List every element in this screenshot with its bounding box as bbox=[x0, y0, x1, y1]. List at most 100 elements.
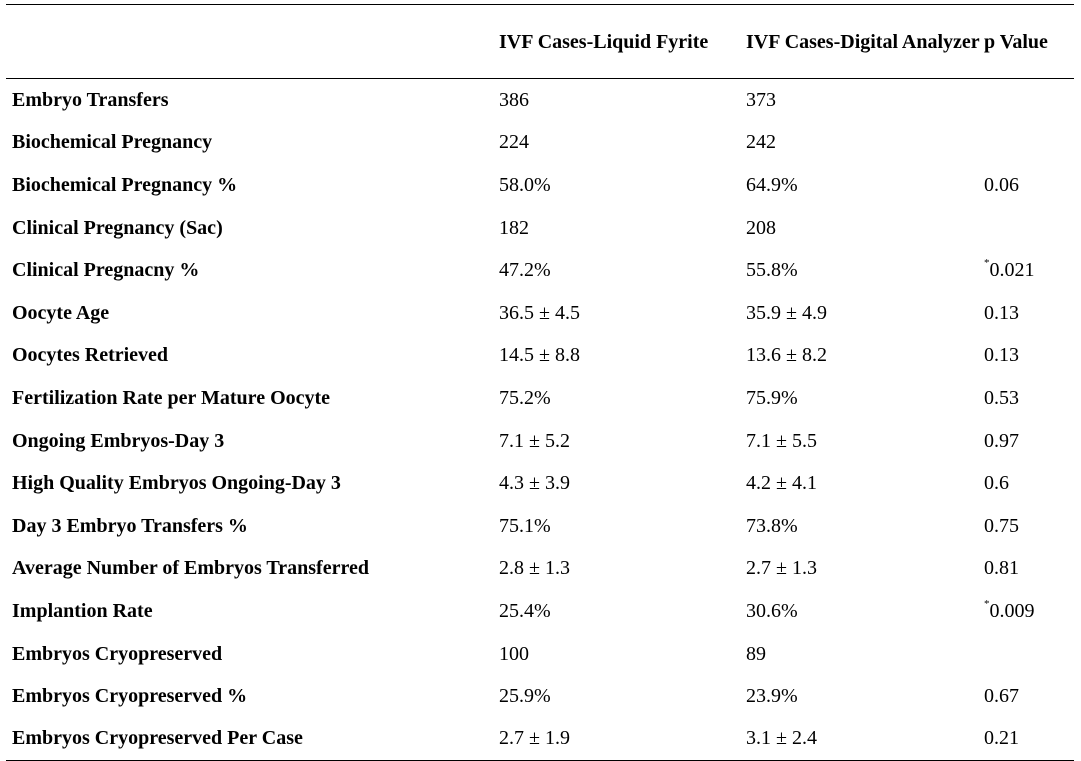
row-label: Biochemical Pregnancy bbox=[12, 131, 213, 154]
row-label: Average Number of Embryos Transferred bbox=[12, 557, 369, 580]
fyrite-value: 75.2% bbox=[499, 386, 551, 409]
table-row: Ongoing Embryos-Day 3 7.1 ± 5.2 7.1 ± 5.5 0… bbox=[6, 419, 1074, 462]
p-value: 0.97 bbox=[984, 429, 1019, 452]
table-row: High Quality Embryos Ongoing-Day 3 4.3 ± … bbox=[6, 462, 1074, 505]
fyrite-value: 7.1 ± 5.2 bbox=[499, 429, 570, 452]
table-row: Clinical Pregnancy (Sac) 182 208 bbox=[6, 206, 1074, 249]
p-value: 0.021 bbox=[989, 259, 1035, 282]
table-row: Fertilization Rate per Mature Oocyte 75.2… bbox=[6, 377, 1074, 420]
row-label: Embryos Cryopreserved bbox=[12, 642, 223, 665]
row-label: Embryo Transfers bbox=[12, 89, 169, 112]
header-digital-analyzer: IVF Cases-Digital Analyzer bbox=[746, 4, 984, 79]
digital-value: 3.1 ± 2.4 bbox=[746, 717, 984, 761]
digital-value: 23.9% bbox=[746, 685, 798, 708]
p-value-cell: 0.53 bbox=[984, 377, 1074, 420]
p-value: 0.53 bbox=[984, 386, 1019, 409]
p-value-cell bbox=[984, 206, 1074, 249]
p-value-cell bbox=[984, 79, 1074, 122]
table-row: Day 3 Embryo Transfers % 75.1% 73.8% 0.75 bbox=[6, 504, 1074, 547]
p-value: 0.13 bbox=[984, 344, 1019, 367]
digital-value: 30.6% bbox=[746, 599, 798, 622]
p-value: 0.21 bbox=[984, 727, 1019, 750]
table-row: Implantion Rate 25.4% 30.6% *0.009 bbox=[6, 590, 1074, 633]
fyrite-value: 75.1% bbox=[499, 514, 551, 537]
row-label: Clinical Pregnancy (Sac) bbox=[12, 216, 223, 239]
p-value: 0.75 bbox=[984, 514, 1019, 537]
p-value-cell: 0.67 bbox=[984, 675, 1074, 718]
significance-mark: * bbox=[984, 257, 990, 270]
row-label: High Quality Embryos Ongoing-Day 3 bbox=[12, 472, 341, 495]
digital-value: 7.1 ± 5.5 bbox=[746, 429, 817, 452]
fyrite-value: 25.9% bbox=[499, 685, 551, 708]
p-value: 0.67 bbox=[984, 685, 1019, 708]
table-row: Embryos Cryopreserved % 25.9% 23.9% 0.67 bbox=[6, 675, 1074, 718]
p-value: 0.13 bbox=[984, 301, 1019, 324]
table-row: Biochemical Pregnancy 224 242 bbox=[6, 121, 1074, 164]
data-table-container: IVF Cases-Liquid Fyrite IVF Cases-Digita… bbox=[6, 4, 1074, 761]
digital-value: 2.7 ± 1.3 bbox=[746, 557, 817, 580]
p-value-cell bbox=[984, 632, 1074, 675]
row-label: Embryos Cryopreserved % bbox=[12, 685, 248, 708]
fyrite-value: 2.8 ± 1.3 bbox=[499, 557, 570, 580]
table-header: IVF Cases-Liquid Fyrite IVF Cases-Digita… bbox=[6, 4, 1074, 79]
p-value-cell: *0.021 bbox=[984, 249, 1074, 292]
p-value-cell: 0.13 bbox=[984, 291, 1074, 334]
p-value-cell: 0.21 bbox=[984, 717, 1074, 761]
table-row: Clinical Pregnacny % 47.2% 55.8% *0.021 bbox=[6, 249, 1074, 292]
header-p-value: p Value bbox=[984, 4, 1074, 79]
header-empty-cell bbox=[6, 4, 499, 79]
p-value-cell: 0.13 bbox=[984, 334, 1074, 377]
row-label: Oocyte Age bbox=[12, 301, 110, 324]
table-row: Embryo Transfers 386 373 bbox=[6, 79, 1074, 122]
p-value-cell: 0.81 bbox=[984, 547, 1074, 590]
table-row: Biochemical Pregnancy % 58.0% 64.9% 0.06 bbox=[6, 164, 1074, 207]
fyrite-value: 58.0% bbox=[499, 173, 551, 196]
row-label: Ongoing Embryos-Day 3 bbox=[12, 429, 225, 452]
row-label: Embryos Cryopreserved Per Case bbox=[6, 717, 499, 761]
row-label: Day 3 Embryo Transfers % bbox=[12, 514, 248, 537]
significance-mark: * bbox=[984, 597, 990, 610]
row-label: Fertilization Rate per Mature Oocyte bbox=[12, 386, 331, 409]
fyrite-value: 224 bbox=[499, 131, 529, 154]
row-label: Implantion Rate bbox=[12, 599, 153, 622]
header-liquid-fyrite: IVF Cases-Liquid Fyrite bbox=[499, 4, 746, 79]
digital-value: 35.9 ± 4.9 bbox=[746, 301, 827, 324]
table-row: Embryos Cryopreserved Per Case 2.7 ± 1.9 3… bbox=[6, 717, 1074, 761]
fyrite-value: 47.2% bbox=[499, 259, 551, 282]
digital-value: 4.2 ± 4.1 bbox=[746, 472, 817, 495]
row-label: Oocytes Retrieved bbox=[12, 344, 169, 367]
digital-value: 64.9% bbox=[746, 173, 798, 196]
fyrite-value: 14.5 ± 8.8 bbox=[499, 344, 580, 367]
p-value-cell bbox=[984, 121, 1074, 164]
p-value-cell: 0.06 bbox=[984, 164, 1074, 207]
p-value: 0.81 bbox=[984, 557, 1019, 580]
p-value-cell: 0.6 bbox=[984, 462, 1074, 505]
results-table: IVF Cases-Liquid Fyrite IVF Cases-Digita… bbox=[6, 4, 1074, 761]
fyrite-value: 4.3 ± 3.9 bbox=[499, 472, 570, 495]
table-body: Embryo Transfers 386 373 Biochemical Pregna… bbox=[6, 79, 1074, 761]
table-row: Embryos Cryopreserved 100 89 bbox=[6, 632, 1074, 675]
fyrite-value: 386 bbox=[499, 89, 529, 112]
digital-value: 55.8% bbox=[746, 259, 798, 282]
digital-value: 208 bbox=[746, 216, 776, 239]
row-label: Clinical Pregnacny % bbox=[12, 259, 200, 282]
fyrite-value: 36.5 ± 4.5 bbox=[499, 301, 580, 324]
digital-value: 75.9% bbox=[746, 386, 798, 409]
p-value: 0.009 bbox=[989, 599, 1035, 622]
p-value: 0.6 bbox=[984, 472, 1009, 495]
digital-value: 89 bbox=[746, 642, 766, 665]
fyrite-value: 100 bbox=[499, 642, 529, 665]
p-value-cell: 0.97 bbox=[984, 419, 1074, 462]
p-value-cell: *0.009 bbox=[984, 590, 1074, 633]
digital-value: 13.6 ± 8.2 bbox=[746, 344, 827, 367]
p-value-cell: 0.75 bbox=[984, 504, 1074, 547]
table-row: Oocytes Retrieved 14.5 ± 8.8 13.6 ± 8.2 0.1… bbox=[6, 334, 1074, 377]
fyrite-value: 25.4% bbox=[499, 599, 551, 622]
p-value: 0.06 bbox=[984, 173, 1019, 196]
digital-value: 373 bbox=[746, 89, 776, 112]
digital-value: 73.8% bbox=[746, 514, 798, 537]
table-row: Average Number of Embryos Transferred 2.8… bbox=[6, 547, 1074, 590]
fyrite-value: 182 bbox=[499, 216, 529, 239]
digital-value: 242 bbox=[746, 131, 776, 154]
row-label: Biochemical Pregnancy % bbox=[12, 173, 238, 196]
